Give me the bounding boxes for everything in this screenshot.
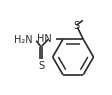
Text: HN: HN (37, 34, 52, 44)
Text: S: S (73, 21, 79, 31)
Text: H₂N: H₂N (14, 35, 32, 45)
Text: S: S (38, 61, 44, 71)
